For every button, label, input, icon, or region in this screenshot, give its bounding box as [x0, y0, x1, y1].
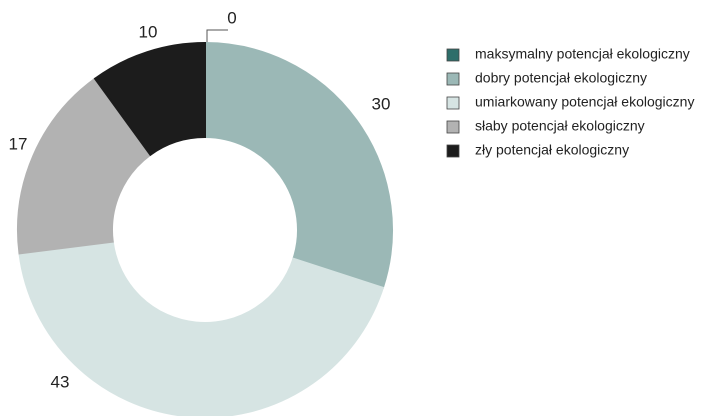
legend-swatch [446, 96, 460, 110]
legend-label: maksymalny potencjał ekologiczny [475, 46, 690, 62]
legend-swatch [446, 144, 460, 158]
value-label: 30 [372, 94, 391, 113]
donut-slice [17, 77, 152, 255]
value-label: 0 [227, 8, 236, 27]
donut-slice [204, 41, 393, 290]
value-label: 43 [51, 372, 70, 391]
donut-slice [18, 240, 385, 416]
legend-label: zły potencjał ekologiczny [475, 142, 629, 158]
value-label: 10 [139, 22, 158, 41]
legend-swatch [446, 48, 460, 62]
legend-label: umiarkowany potencjał ekologiczny [475, 94, 694, 110]
leader-line [206, 29, 228, 43]
legend-swatch [446, 120, 460, 134]
value-label: 17 [9, 134, 28, 153]
legend-swatch [446, 72, 460, 86]
donut-slice [93, 41, 206, 157]
legend-label: słaby potencjał ekologiczny [475, 118, 645, 134]
legend-label: dobry potencjał ekologiczny [475, 70, 647, 86]
